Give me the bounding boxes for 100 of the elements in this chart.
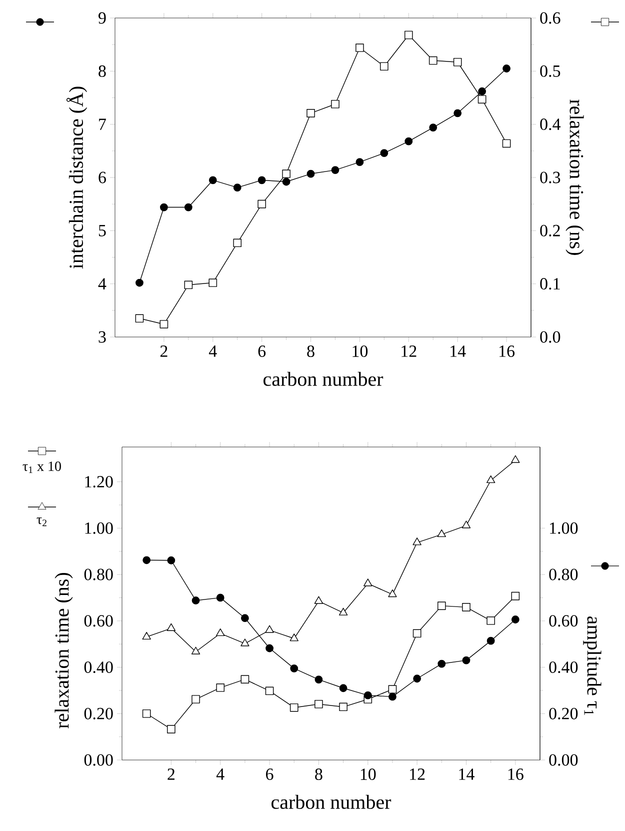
point bbox=[462, 603, 470, 612]
legend-label: τ$_{1}$ x 10 bbox=[22, 462, 61, 473]
x-tick-label: 16 bbox=[500, 346, 515, 357]
y2-tick-label: 0.80 bbox=[549, 568, 578, 580]
point bbox=[135, 314, 144, 323]
point bbox=[258, 176, 266, 184]
x-tick-label: 6 bbox=[258, 346, 266, 357]
point bbox=[290, 664, 298, 672]
x-tick-label: 14 bbox=[450, 346, 466, 357]
point bbox=[208, 176, 217, 184]
point bbox=[404, 137, 413, 146]
x-tick-label: 4 bbox=[208, 346, 217, 357]
y-tick-label: 4 bbox=[98, 278, 106, 290]
point bbox=[412, 538, 422, 546]
point bbox=[438, 660, 446, 668]
point bbox=[240, 675, 250, 684]
y2-tick-label: 1.00 bbox=[550, 522, 578, 534]
point bbox=[184, 203, 192, 212]
y-tick-label: 1.20 bbox=[85, 476, 113, 488]
x-tick-label: 4 bbox=[216, 768, 224, 780]
point bbox=[240, 614, 249, 622]
y2-tick-label: 0.20 bbox=[549, 708, 578, 720]
point bbox=[454, 109, 462, 118]
y2-tick-label: 0.2 bbox=[540, 224, 560, 236]
y2-axis-title: relaxation time (ns) bbox=[566, 100, 584, 255]
y2-tick-label: 0.4 bbox=[540, 118, 561, 130]
point bbox=[413, 674, 422, 683]
x-tick-label: 10 bbox=[352, 346, 368, 358]
legend-label: τ$_{2}$ bbox=[36, 518, 46, 526]
point bbox=[265, 686, 274, 696]
y2-tick-label: 0.40 bbox=[549, 661, 578, 674]
point bbox=[208, 278, 218, 287]
point bbox=[511, 592, 520, 600]
point bbox=[160, 320, 168, 328]
point bbox=[437, 602, 446, 610]
x-tick-label: 8 bbox=[315, 768, 322, 780]
point bbox=[142, 632, 151, 640]
point bbox=[338, 608, 348, 616]
point bbox=[290, 703, 298, 712]
point bbox=[258, 200, 266, 208]
y-tick-label: 6 bbox=[98, 172, 106, 184]
point bbox=[233, 184, 242, 192]
point bbox=[380, 149, 388, 157]
point bbox=[453, 58, 462, 66]
point bbox=[265, 625, 274, 633]
point bbox=[511, 455, 520, 463]
x-tick-label: 12 bbox=[410, 768, 425, 780]
y-tick-label: 0.00 bbox=[84, 754, 113, 766]
point bbox=[314, 596, 324, 604]
point bbox=[478, 95, 486, 104]
point bbox=[331, 100, 340, 108]
point bbox=[331, 166, 340, 174]
point bbox=[314, 700, 323, 708]
x-tick-label: 10 bbox=[360, 768, 376, 780]
y-tick-label: 8 bbox=[98, 65, 106, 77]
point bbox=[486, 475, 496, 484]
y-tick-label: 9 bbox=[98, 12, 106, 24]
point bbox=[306, 109, 315, 118]
x-tick-label: 6 bbox=[266, 768, 274, 780]
y-tick-label: 0.60 bbox=[84, 615, 113, 627]
point bbox=[437, 529, 446, 538]
x-tick-label: 2 bbox=[160, 346, 168, 357]
x-tick-label: 16 bbox=[508, 768, 524, 780]
x-tick-label: 2 bbox=[168, 768, 174, 780]
point bbox=[478, 87, 486, 96]
y2-tick-label: 0.1 bbox=[540, 278, 560, 290]
point bbox=[364, 578, 372, 586]
point bbox=[216, 628, 225, 636]
point bbox=[428, 56, 438, 65]
point bbox=[502, 64, 510, 72]
point bbox=[167, 725, 176, 734]
point bbox=[314, 676, 323, 684]
y2-tick-label: 0.00 bbox=[549, 754, 578, 766]
point bbox=[266, 644, 274, 652]
point bbox=[356, 158, 364, 166]
point bbox=[142, 556, 151, 564]
point bbox=[486, 616, 495, 625]
y2-tick-label: 0.6 bbox=[540, 12, 560, 24]
point bbox=[184, 280, 193, 290]
point bbox=[404, 30, 413, 40]
y-axis-title: interchain distance (Å) bbox=[66, 86, 88, 269]
point bbox=[388, 685, 397, 694]
point bbox=[339, 684, 348, 692]
point bbox=[388, 692, 396, 701]
point bbox=[502, 139, 511, 148]
y-tick-label: 0.40 bbox=[84, 661, 113, 674]
point bbox=[412, 629, 422, 638]
y-tick-label: 0.20 bbox=[84, 708, 113, 720]
x-tick-label: 8 bbox=[307, 346, 314, 358]
y2-tick-label: 0.0 bbox=[540, 331, 560, 343]
point bbox=[339, 702, 348, 712]
point bbox=[306, 170, 315, 178]
y-tick-label: 1.00 bbox=[85, 522, 113, 534]
y-tick-label: 5 bbox=[98, 225, 106, 236]
point bbox=[136, 278, 144, 287]
point bbox=[282, 178, 290, 186]
point bbox=[166, 623, 176, 631]
point bbox=[167, 556, 176, 564]
x-axis-title: carbon number bbox=[264, 372, 384, 386]
point bbox=[388, 590, 397, 598]
